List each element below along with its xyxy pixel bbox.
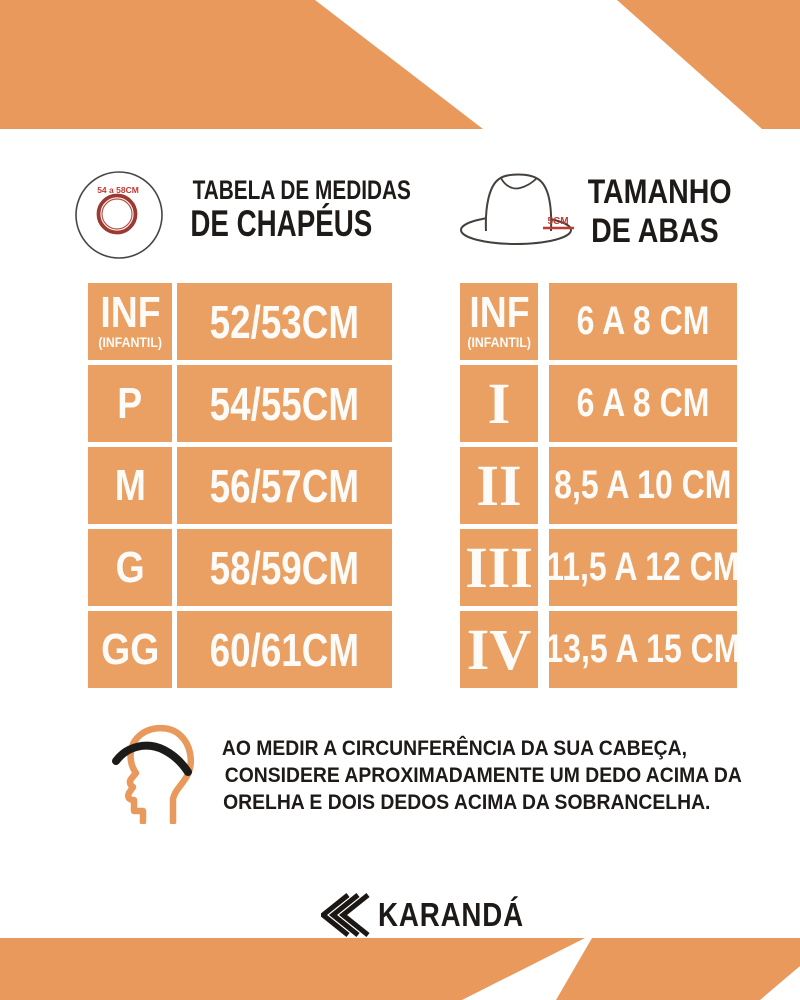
brim-row-value: 8,5 A 10 CM [549,447,737,524]
measuring-instructions: AO MEDIR A CIRCUNFERÊNCIA DA SUA CABEÇA,… [196,735,742,816]
right-title-line2: DE ABAS [591,212,719,250]
size-row-value: 60/61CM [177,611,392,688]
right-title-line1: TAMANHO [587,173,732,211]
size-row-value: 52/53CM [177,283,392,360]
brim-row-value: 6 A 8 CM [549,283,737,360]
brim-row-value: 11,5 A 12 CM [546,529,740,606]
hat-top-view-icon: 54 a 58CM [75,171,163,259]
bottom-left-band [0,938,585,1000]
size-row-value: 58/59CM [177,529,392,606]
note-line: CONSIDERE APROXIMADAMENTE UM DEDO ACIMA … [224,763,742,787]
size-row-label: P [88,365,172,442]
measuring-tape-band [112,741,192,776]
brim-row-label: II [460,447,538,524]
bottom-right-band [556,938,800,1000]
size-row-label: INF (INFANTIL) [88,283,172,360]
size-row-label: GG [88,611,172,688]
brim-measure-caption: 5CM [547,216,568,227]
brim-row-value: 6 A 8 CM [549,365,737,442]
size-row-value: 56/57CM [177,447,392,524]
brim-row-value: 13,5 A 15 CM [545,611,741,688]
left-title-line2: DE CHAPÉUS [190,203,373,244]
karanda-chevron-icon [321,893,370,937]
brand-name: KARANDÁ [378,896,525,933]
hat-side-view-icon: 5CM [460,173,574,245]
hat-size-table: INF (INFANTIL) 52/53CM P 54/55CM M 56/57… [88,283,392,688]
left-title-line1: TABELA DE MEDIDAS [192,175,411,205]
note-line: AO MEDIR A CIRCUNFERÊNCIA DA SUA CABEÇA, [221,736,687,760]
size-row-value: 54/55CM [177,365,392,442]
brand-logo: KARANDÁ [321,892,552,938]
size-row-label: M [88,447,172,524]
note-line: ORELHA E DOIS DEDOS ACIMA DA SOBRANCELHA… [223,790,711,814]
right-header-title: TAMANHO DE ABAS [574,173,736,251]
brim-row-label: III [460,529,538,606]
size-row-label: G [88,529,172,606]
brim-row-label: IV [460,611,538,688]
left-header-title: TABELA DE MEDIDAS DE CHAPÉUS [160,175,411,244]
head-measure-icon [112,724,195,824]
crown-measure-caption: 54 a 58CM [97,185,139,195]
brim-size-table: INF (INFANTIL) 6 A 8 CM I 6 A 8 CM II 8,… [460,283,741,688]
brim-row-label: INF (INFANTIL) [460,283,538,360]
top-right-band [617,0,800,129]
top-left-band [0,0,483,129]
brim-row-label: I [460,365,538,442]
